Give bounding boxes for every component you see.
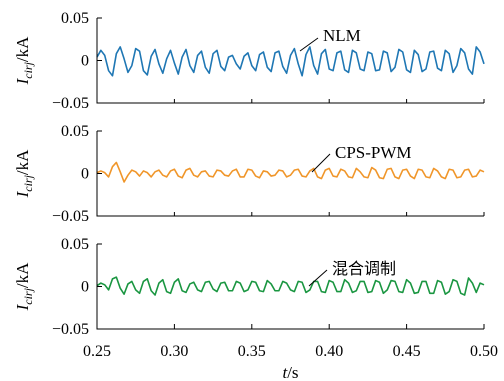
panel-1-axes [96, 18, 484, 104]
y-tick-label: 0.05 [61, 123, 89, 140]
y-tick-label: −0.05 [52, 95, 89, 112]
x-axis-label: t/s [282, 363, 298, 381]
x-tick-label: 0.40 [315, 343, 343, 360]
panel-2-axes [96, 131, 484, 217]
y-tick-label: −0.05 [52, 208, 89, 225]
y-tick-label: 0.05 [61, 10, 89, 27]
y-tick-label: 0 [81, 53, 89, 70]
y-axis-label: Icirj/kA [13, 36, 35, 86]
annotation-leader [308, 269, 328, 287]
annotation-leader [311, 153, 331, 173]
panel-3-series-line [96, 276, 485, 296]
annotation-leader [299, 37, 319, 52]
y-axis-label: Icirj/kA [13, 262, 35, 312]
panel-3-axes [96, 244, 484, 330]
series-annotation-label: CPS-PWM [335, 143, 412, 162]
panel-2-series-line [96, 161, 485, 183]
panel-2: 0.05 0 −0.05 Icirj/kA CPS-PWM [13, 123, 485, 225]
y-tick-label: 0 [81, 166, 89, 183]
panel-1: 0.05 0 −0.05 Icirj/kA NLM [13, 10, 485, 112]
y-axis-label: Icirj/kA [13, 149, 35, 199]
y-tick-label: −0.05 [52, 321, 89, 338]
y-tick-label: 0.05 [61, 236, 89, 253]
x-tick-label: 0.30 [160, 343, 188, 360]
x-tick-label: 0.25 [83, 343, 111, 360]
x-tick-label: 0.50 [470, 343, 498, 360]
panel-3: 0.05 0 −0.05 Icirj/kA 混合调制 0.25 0.30 0.35 0.40 0.… [13, 236, 498, 381]
x-tick-label: 0.35 [238, 343, 266, 360]
series-annotation-label: 混合调制 [332, 259, 396, 278]
panel-1-series-line [96, 46, 485, 77]
series-annotation-label: NLM [323, 26, 361, 45]
y-tick-label: 0 [81, 279, 89, 296]
x-tick-label: 0.45 [393, 343, 421, 360]
